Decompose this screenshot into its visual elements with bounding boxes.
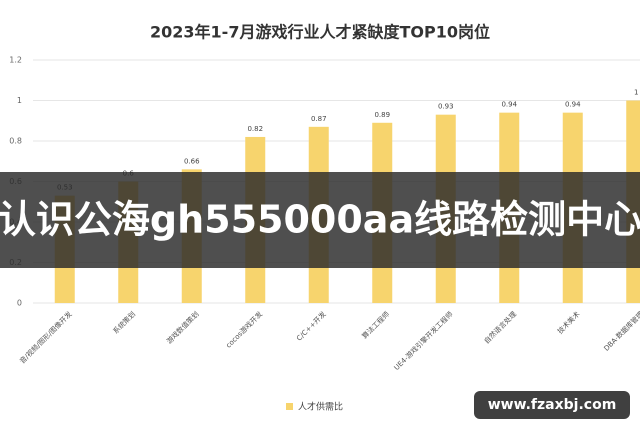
y-tick-label: 0.8 <box>9 137 22 146</box>
y-tick-label: 0 <box>17 299 22 308</box>
legend-label: 人才供需比 <box>298 401 343 413</box>
value-label: 0.93 <box>438 103 454 111</box>
overlay-banner-text: 认识公海gh555000aa线路检测中心 <box>0 198 640 242</box>
y-tick-label: 1 <box>17 96 22 105</box>
value-label: 0.87 <box>311 115 327 123</box>
value-label: 0.82 <box>247 125 263 133</box>
y-tick-label: 1.2 <box>9 56 22 65</box>
value-label: 0.66 <box>184 157 200 165</box>
value-label: 0.94 <box>565 101 581 109</box>
value-label: 0.94 <box>501 101 517 109</box>
value-label: 1 <box>634 89 638 97</box>
overlay-banner <box>0 172 640 268</box>
chart-title: 2023年1-7月游戏行业人才紧缺度TOP10岗位 <box>150 23 490 42</box>
legend-swatch <box>286 403 293 410</box>
watermark-box <box>474 391 630 419</box>
watermark-text: www.fzaxbj.com <box>488 397 617 413</box>
value-label: 0.89 <box>374 111 390 119</box>
